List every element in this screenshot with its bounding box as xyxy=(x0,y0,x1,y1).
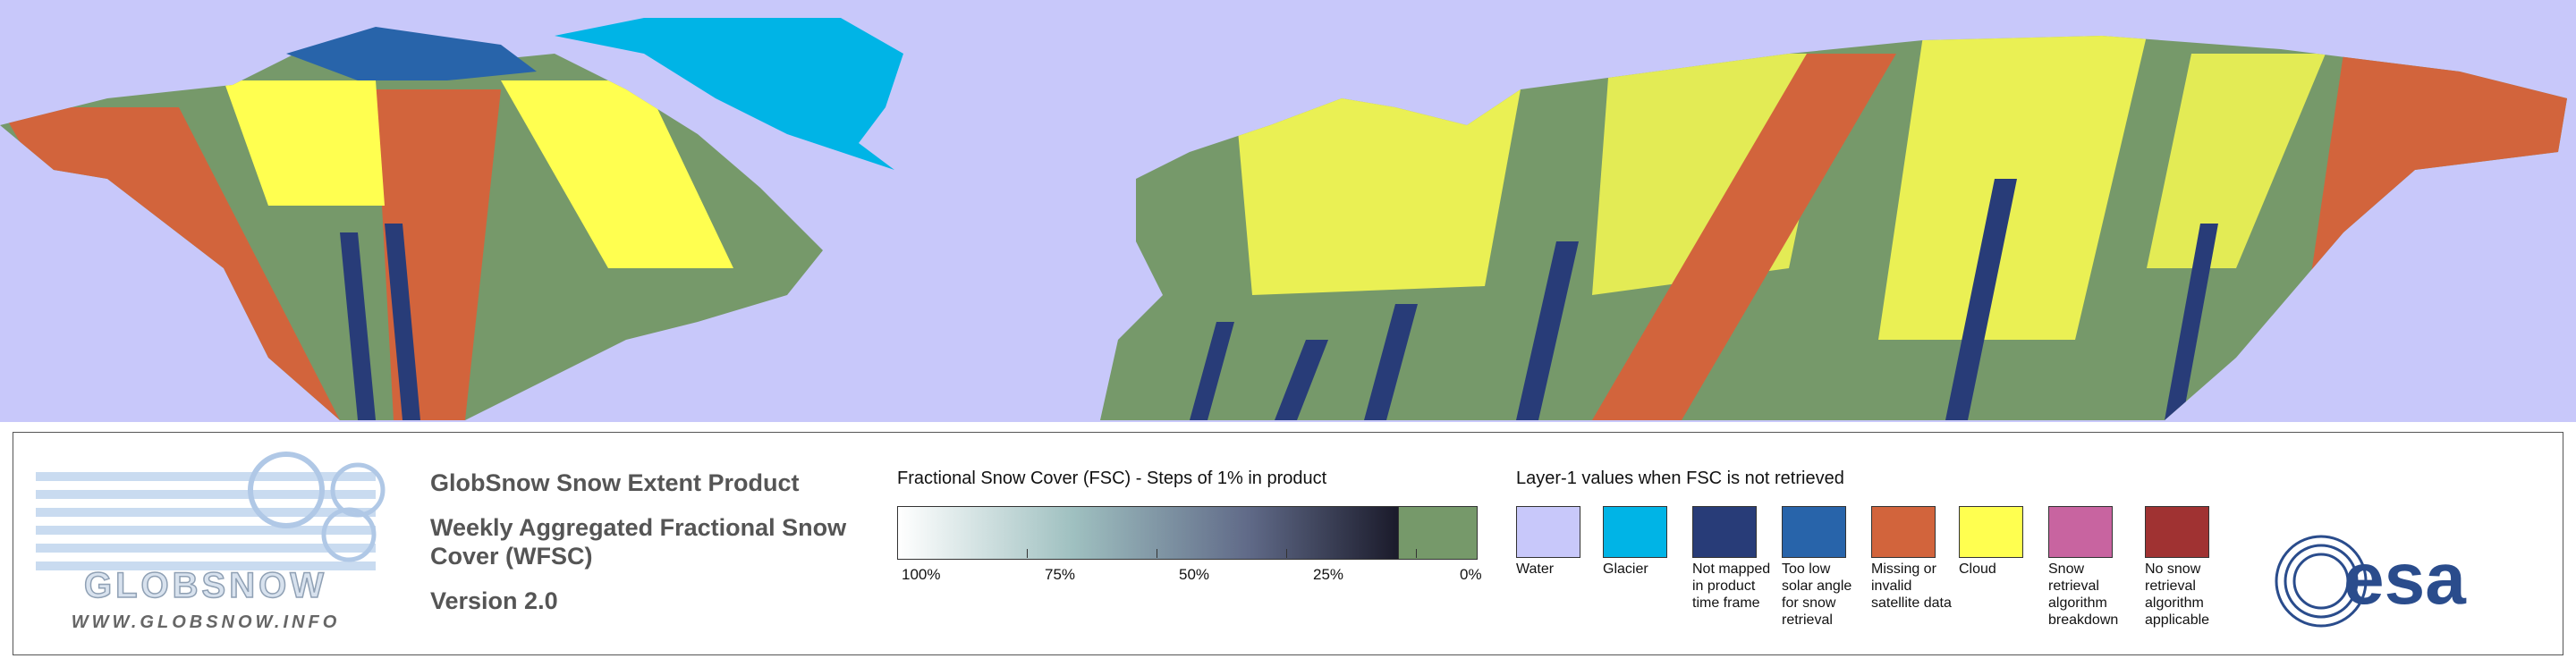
layer-label: Too low solar angle for snow retrieval xyxy=(1782,561,1852,628)
layer-swatch xyxy=(2145,506,2209,558)
globsnow-logo: GLOBSNOW WWW.GLOBSNOW.INFO xyxy=(36,452,386,632)
version: Version 2.0 xyxy=(430,587,558,614)
layer-label: Missing or invalid satellite data xyxy=(1871,561,1952,611)
greenland xyxy=(555,18,903,170)
fsc-zero xyxy=(1398,506,1478,560)
fsc-tick-mark xyxy=(1286,549,1287,558)
fsc-tick-label: 100% xyxy=(902,566,941,583)
layer-swatch xyxy=(1516,506,1580,558)
layer-swatch xyxy=(1782,506,1846,558)
subtitle-line1: Weekly Aggregated Fractional Snow xyxy=(430,514,847,541)
layer-label: Not mapped in product time frame xyxy=(1692,561,1771,611)
layer-swatch xyxy=(1871,506,1936,558)
layer-label: Glacier xyxy=(1603,561,1648,577)
product-title: GlobSnow Snow Extent Product xyxy=(430,469,800,496)
layer-swatch xyxy=(1603,506,1667,558)
subtitle-line2: Cover (WFSC) xyxy=(430,543,593,570)
layer-swatch xyxy=(1959,506,2023,558)
layer-swatch xyxy=(2048,506,2113,558)
layer-label: Snow retrieval algorithm breakdown xyxy=(2048,561,2119,628)
fsc-tick-label: 50% xyxy=(1179,566,1210,583)
fsc-tick-mark xyxy=(1027,549,1028,558)
layer-label: Water xyxy=(1516,561,1555,577)
fsc-tick-label: 0% xyxy=(1460,566,1482,583)
esa-logo: esa xyxy=(2275,535,2467,628)
fsc-gradient xyxy=(897,506,1400,560)
fsc-title: Fractional Snow Cover (FSC) - Steps of 1… xyxy=(897,469,1327,488)
snow-map xyxy=(0,0,2576,422)
fsc-tick-mark xyxy=(1416,549,1417,558)
layer-label: No snow retrieval algorithm applicable xyxy=(2145,561,2210,628)
layer-swatch xyxy=(1692,506,1757,558)
arctic-islands xyxy=(286,27,537,80)
legend-panel xyxy=(13,432,2563,655)
logo-url: WWW.GLOBSNOW.INFO xyxy=(72,612,341,632)
esa-name: esa xyxy=(2343,538,2467,620)
logo-name: GLOBSNOW xyxy=(84,566,327,605)
fsc-tick-label: 75% xyxy=(1045,566,1076,583)
fsc-tick-mark xyxy=(897,549,898,558)
layer-title: Layer-1 values when FSC is not retrieved xyxy=(1516,469,1844,488)
layer-label: Cloud xyxy=(1959,561,1996,577)
land xyxy=(0,36,2567,420)
fsc-tick-label: 25% xyxy=(1313,566,1344,583)
